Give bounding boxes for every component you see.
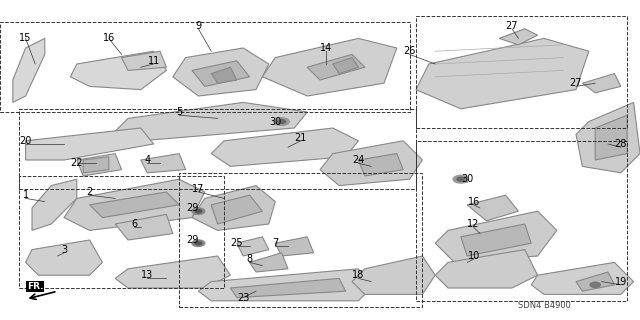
Text: 7: 7 — [272, 238, 278, 248]
Circle shape — [453, 175, 468, 183]
Bar — [416, 141, 627, 301]
Text: 16: 16 — [467, 196, 480, 207]
Bar — [19, 109, 416, 189]
Polygon shape — [211, 195, 262, 224]
Polygon shape — [26, 240, 102, 275]
Text: 10: 10 — [467, 251, 480, 261]
Polygon shape — [576, 102, 640, 173]
Polygon shape — [352, 256, 435, 294]
Text: 6: 6 — [131, 219, 138, 229]
Text: 2: 2 — [86, 187, 93, 197]
Text: FR.: FR. — [27, 282, 44, 291]
Text: 30: 30 — [461, 174, 474, 184]
Text: 20: 20 — [19, 136, 32, 146]
Polygon shape — [115, 256, 230, 288]
Text: 29: 29 — [186, 235, 198, 245]
Text: 29: 29 — [186, 203, 198, 213]
Circle shape — [278, 120, 285, 124]
Text: 5: 5 — [176, 107, 182, 117]
Text: 16: 16 — [102, 33, 115, 44]
Polygon shape — [275, 237, 314, 256]
Polygon shape — [198, 269, 371, 301]
Polygon shape — [70, 51, 166, 90]
Polygon shape — [90, 192, 179, 218]
Polygon shape — [307, 54, 365, 80]
Polygon shape — [32, 179, 77, 230]
Circle shape — [590, 282, 600, 287]
Text: 30: 30 — [269, 116, 282, 127]
Text: 3: 3 — [61, 244, 67, 255]
Bar — [19, 176, 224, 288]
Text: 26: 26 — [403, 46, 416, 56]
Polygon shape — [435, 211, 557, 262]
Polygon shape — [531, 262, 634, 294]
Polygon shape — [576, 272, 614, 291]
Text: SDN4 B4900: SDN4 B4900 — [518, 301, 570, 310]
Polygon shape — [211, 67, 237, 83]
Polygon shape — [230, 278, 346, 298]
Text: 13: 13 — [141, 270, 154, 280]
Circle shape — [274, 118, 289, 125]
Text: 23: 23 — [237, 292, 250, 303]
Polygon shape — [115, 214, 173, 240]
Text: 8: 8 — [246, 254, 253, 264]
Polygon shape — [115, 102, 307, 141]
Circle shape — [195, 242, 202, 245]
Polygon shape — [83, 157, 109, 173]
Polygon shape — [64, 179, 205, 230]
Polygon shape — [173, 48, 269, 96]
Polygon shape — [467, 195, 518, 221]
Polygon shape — [333, 58, 358, 74]
Circle shape — [195, 210, 202, 213]
Text: 27: 27 — [570, 78, 582, 88]
Polygon shape — [13, 38, 45, 102]
Text: 4: 4 — [144, 155, 150, 165]
Text: 17: 17 — [192, 184, 205, 194]
Polygon shape — [582, 74, 621, 93]
Circle shape — [192, 240, 205, 246]
Polygon shape — [192, 186, 275, 230]
Text: 18: 18 — [352, 270, 365, 280]
Polygon shape — [435, 250, 538, 288]
Circle shape — [192, 208, 205, 214]
Text: 24: 24 — [352, 155, 365, 165]
Text: 15: 15 — [19, 33, 32, 44]
Text: 19: 19 — [614, 276, 627, 287]
Text: 9: 9 — [195, 20, 202, 31]
Polygon shape — [320, 141, 422, 186]
Polygon shape — [499, 29, 538, 45]
Polygon shape — [122, 51, 166, 70]
Polygon shape — [358, 154, 403, 176]
Polygon shape — [26, 128, 154, 160]
Polygon shape — [461, 224, 531, 256]
Text: 27: 27 — [506, 20, 518, 31]
Polygon shape — [77, 154, 122, 176]
Polygon shape — [192, 61, 250, 86]
Bar — [0, 22, 410, 112]
Text: 25: 25 — [230, 238, 243, 248]
Bar — [416, 16, 627, 128]
Text: 28: 28 — [614, 139, 627, 149]
Text: 11: 11 — [147, 56, 160, 66]
Polygon shape — [211, 128, 358, 166]
Text: 14: 14 — [320, 43, 333, 53]
Polygon shape — [250, 253, 288, 272]
Polygon shape — [237, 237, 269, 256]
Text: 22: 22 — [70, 158, 83, 168]
Polygon shape — [262, 38, 397, 96]
Bar — [179, 173, 422, 307]
Polygon shape — [595, 115, 627, 160]
Circle shape — [457, 177, 465, 181]
Polygon shape — [141, 154, 186, 173]
Text: 21: 21 — [294, 132, 307, 143]
Text: 1: 1 — [22, 190, 29, 200]
Polygon shape — [416, 38, 589, 109]
Text: 12: 12 — [467, 219, 480, 229]
